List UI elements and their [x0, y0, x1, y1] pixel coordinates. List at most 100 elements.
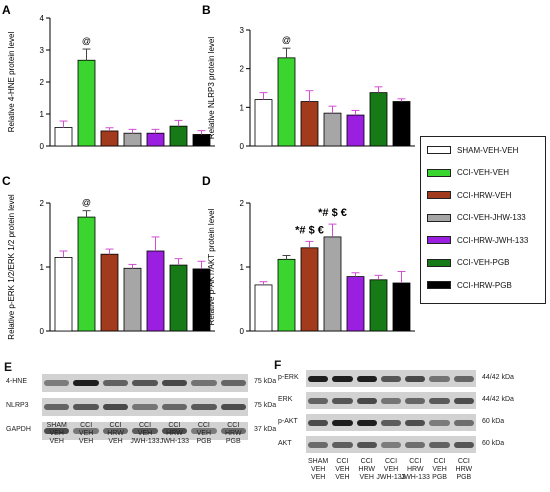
blot-strip	[42, 422, 248, 440]
bar-5	[346, 114, 365, 147]
blot-lane-label: CCI HRW PGB	[224, 422, 242, 445]
y-tick-label: 0	[40, 327, 45, 336]
blot-band	[308, 441, 329, 448]
bar-5	[146, 250, 165, 332]
legend-label: CCI-HRW-JWH-133	[457, 235, 529, 245]
legend-item: CCI-VEH-PGB	[427, 256, 509, 270]
blot-row-label: AKT	[278, 439, 292, 447]
blot-band	[453, 375, 474, 382]
blot-band	[380, 375, 402, 382]
legend-label: CCI-VEH-JHW-133	[457, 213, 526, 222]
legend: SHAM-VEH-VEH CCI-VEH-VEH CCI-HRW-VEH CCI-VE…	[420, 136, 546, 304]
legend-label: SHAM-VEH-VEH	[457, 145, 519, 155]
panel-letter-c: C	[2, 174, 11, 188]
blot-band	[73, 404, 99, 410]
bar-3	[300, 101, 319, 147]
blot-band	[429, 419, 450, 426]
blot-band	[453, 419, 474, 426]
blot-kda-label: 60 kDa	[482, 439, 505, 447]
blot-kda-label: 75 kDa	[254, 378, 277, 385]
blot-band	[132, 404, 158, 410]
legend-swatch	[427, 281, 451, 289]
panel-letter-f: F	[274, 358, 282, 372]
bar-6	[369, 279, 388, 332]
blot-row-label: NLRP3	[6, 402, 29, 409]
blot-row-label: GAPDH	[6, 426, 31, 433]
blot-band	[132, 380, 158, 386]
legend-label: CCI-VEH-PGB	[457, 258, 510, 267]
chart-panel-d: D 0 1 2 Relative p-AKT/AKT protein level *# $…	[202, 174, 415, 336]
blot-strip	[306, 436, 476, 453]
bar-5	[146, 132, 165, 147]
legend-swatch	[427, 213, 451, 222]
y-tick-label: 2	[40, 199, 45, 208]
blot-lane-label: CCI VEH PGB	[196, 422, 212, 445]
bar-2	[277, 258, 296, 332]
blot-band	[102, 380, 129, 386]
legend-swatch	[427, 236, 451, 244]
blot-band	[73, 428, 99, 434]
blot-lane-label: CCI VEH VEH	[335, 458, 350, 481]
legend-item: CCI-HRW-VEH	[427, 188, 511, 202]
blot-band	[405, 419, 426, 426]
y-tick-label: 1	[40, 263, 45, 272]
y-axis-label: Relative NLRP3 protein level	[207, 37, 216, 139]
panel-letter-d: D	[202, 174, 211, 188]
western-blot-e: E 4-HNE 75 kDa NLRP3 75 kDa GAPDH 37 kDa SHAM V…	[0, 360, 276, 492]
bar-3	[300, 247, 319, 332]
bar-1	[254, 284, 273, 332]
bar-4	[323, 236, 342, 332]
blot-lane-label: CCI HRW VEH	[107, 422, 124, 445]
bar-2	[77, 59, 96, 147]
y-tick-label: 4	[40, 14, 45, 23]
blot-lane-label: CCI HRW JWH-133	[400, 458, 430, 481]
bar-7	[392, 101, 411, 147]
blot-band	[356, 375, 377, 382]
bar-4	[123, 132, 142, 147]
legend-label: CCI-HRW-PGB	[457, 280, 512, 290]
blot-row-label: ERK	[278, 395, 293, 403]
panel-letter-b: B	[202, 3, 211, 17]
significance-label-1: @	[82, 198, 91, 208]
bar-4	[323, 112, 342, 147]
blot-band	[132, 428, 158, 434]
blot-strip	[306, 392, 476, 409]
y-tick-label: 1	[240, 103, 245, 112]
bar-2	[277, 57, 296, 147]
legend-item: CCI-HRW-JWH-133	[427, 233, 528, 247]
blot-lane-label: SHAM VEH VEH	[308, 458, 329, 481]
bar-6	[169, 264, 188, 332]
bar-1	[54, 256, 73, 332]
significance-label-1: @	[282, 35, 291, 45]
blot-band	[220, 428, 246, 434]
blot-lane-label: CCI HRW JWH-133	[159, 422, 189, 445]
bar-5	[346, 276, 365, 332]
blot-band	[191, 404, 217, 410]
y-tick-label: 3	[240, 26, 245, 35]
y-tick-label: 0	[240, 327, 245, 336]
blot-band	[405, 441, 426, 448]
blot-band	[220, 404, 246, 410]
blot-strip	[306, 370, 476, 387]
blot-row-label: p-AKT	[278, 417, 298, 425]
blot-band	[453, 441, 474, 448]
y-tick-label: 3	[40, 46, 45, 55]
blot-kda-label: 37 kDa	[254, 426, 277, 433]
legend-item: CCI-VEH-JHW-133	[427, 211, 526, 225]
bar-3	[100, 253, 119, 332]
significance-label-1: *# $ €	[295, 224, 324, 236]
blot-band	[405, 397, 426, 404]
blot-band	[380, 419, 402, 426]
legend-swatch	[427, 191, 451, 199]
bar-7	[392, 282, 411, 332]
legend-swatch	[427, 146, 451, 154]
blot-band	[308, 375, 329, 382]
blot-row-label: p-ERK	[278, 373, 299, 381]
blot-band	[453, 397, 474, 404]
blot-kda-label: 75 kDa	[254, 402, 277, 409]
legend-label: CCI-VEH-VEH	[457, 168, 510, 177]
y-tick-label: 2	[240, 199, 245, 208]
blot-band	[73, 380, 99, 386]
legend-item: SHAM-VEH-VEH	[427, 143, 518, 157]
blot-lane-label: CCI HRW PGB	[455, 458, 473, 481]
